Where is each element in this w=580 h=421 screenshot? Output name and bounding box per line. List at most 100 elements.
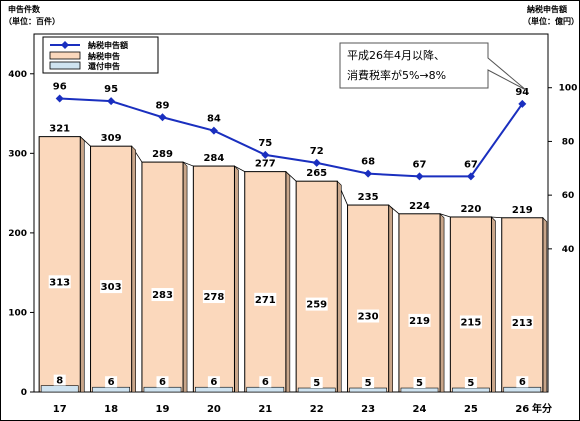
bar-connector-line — [234, 165, 245, 172]
bar-inner-label: 271 — [255, 295, 276, 306]
line-value-label: 67 — [413, 159, 427, 170]
line-point — [415, 172, 424, 181]
bar-kanpu-label: 6 — [108, 377, 115, 388]
x-tick-label: 19 — [156, 404, 170, 415]
line-value-label: 96 — [53, 81, 67, 92]
bar-nozei — [295, 180, 338, 393]
x-unit-label: 年分 — [532, 402, 552, 415]
legend-label-kanpu: 還付申告 — [88, 61, 120, 71]
bar-side-shadow — [542, 217, 548, 393]
x-tick-label: 22 — [310, 404, 324, 415]
bar-nozei — [501, 217, 544, 393]
legend-swatch-kanpu — [49, 61, 81, 70]
inner-label-bg — [511, 315, 534, 329]
bar-inner-label: 259 — [306, 300, 327, 311]
inner-label-bg — [459, 315, 482, 329]
annotation-line-1: 平成26年4月以降、 — [347, 48, 445, 62]
right-tick-label: 40 — [562, 245, 575, 255]
bar-nozei — [449, 216, 492, 393]
left-tick-label: 200 — [8, 229, 27, 239]
annotation-line-2: 消費税率が5%→8% — [347, 68, 446, 82]
line-point — [518, 99, 527, 108]
line-point — [261, 150, 270, 159]
bar-nozei — [38, 136, 81, 393]
bar-kanpu-label: 5 — [365, 378, 372, 389]
legend-label-nozei: 納税申告 — [88, 51, 120, 61]
kanpu-label-bg — [105, 376, 118, 388]
bar-total-label: 235 — [358, 192, 379, 203]
x-tick-label: 18 — [104, 404, 118, 415]
x-tick-label: 21 — [258, 404, 272, 415]
line-point — [364, 169, 373, 178]
bar-inner-label: 278 — [203, 292, 224, 303]
right-tick-label: 60 — [562, 191, 575, 201]
bar-kanpu-label: 6 — [210, 377, 217, 388]
bar-side-shadow — [285, 170, 291, 393]
line-value-label: 67 — [464, 159, 478, 170]
inner-label-bg — [48, 275, 71, 289]
bar-nozei — [192, 165, 235, 393]
line-series: 96 95 89 84 75 72 68 67 67 94 — [53, 81, 529, 181]
bar-side-shadow — [336, 180, 342, 393]
kanpu-label-bg — [259, 376, 272, 388]
line-value-label: 84 — [207, 114, 221, 125]
x-tick-label: 17 — [53, 404, 67, 415]
bar-nozei — [398, 213, 441, 393]
kanpu-label-bg — [516, 376, 529, 388]
bar-inner-label: 215 — [460, 317, 481, 328]
bars: 321 313 8 309 303 6 289 283 6 284 278 6 277 271 6 265 25… — [38, 124, 548, 393]
left-tick-label: 0 — [21, 388, 27, 398]
bar-side-shadow — [131, 145, 136, 393]
legend: 納税申告額 納税申告 還付申告 — [42, 36, 159, 74]
kanpu-label-bg — [207, 376, 220, 388]
kanpu-label-bg — [464, 377, 477, 389]
inner-label-bg — [202, 290, 225, 304]
line-value-label: 75 — [258, 138, 272, 149]
bar-total-label: 220 — [460, 204, 481, 215]
bar-side-shadow — [79, 135, 85, 393]
bar-kanpu-label: 6 — [262, 377, 269, 388]
bar-kanpu-label: 5 — [467, 378, 474, 389]
kanpu-label-bg — [310, 377, 323, 389]
bar-total-label: 265 — [306, 168, 327, 179]
right-axis-ticks: 40 60 80 100 — [548, 84, 577, 255]
bar-side-shadow — [439, 213, 445, 393]
bar-total-label: 224 — [409, 201, 430, 212]
kanpu-label-bg — [156, 376, 169, 388]
callout-box — [339, 42, 527, 91]
bar-kanpu-label: 6 — [519, 377, 526, 388]
bar-inner-label: 283 — [152, 290, 173, 301]
line-path — [59, 97, 524, 178]
kanpu-label-bg — [362, 377, 375, 389]
bar-total-label: 219 — [512, 205, 533, 216]
bar-nozei — [244, 171, 287, 393]
line-point — [55, 94, 64, 103]
right-tick-label: 80 — [562, 137, 575, 147]
bar-total-label: 309 — [101, 133, 122, 144]
right-axis-unit: （単位：億円） — [523, 16, 579, 26]
left-tick-label: 400 — [8, 70, 27, 80]
right-tick-label: 100 — [559, 84, 578, 94]
left-tick-label: 300 — [8, 149, 27, 159]
bar-inner-label: 230 — [358, 312, 379, 323]
bar-kanpu-label: 8 — [56, 376, 63, 387]
bar-connector-line — [182, 161, 194, 167]
x-axis-ticks: 17 18 19 20 21 22 23 24 25 26 — [53, 404, 530, 415]
right-axis-title: 納税申告額 — [527, 4, 567, 14]
bar-side-shadow — [182, 161, 188, 393]
line-value-label: 95 — [104, 84, 118, 95]
bar-inner-label: 213 — [512, 318, 533, 329]
bar-inner-label: 219 — [409, 316, 430, 327]
line-value-label: 94 — [515, 87, 529, 98]
bar-connector-line — [439, 213, 451, 218]
bar-total-label: 321 — [49, 124, 70, 135]
line-point — [466, 172, 475, 181]
bar-nozei — [141, 161, 184, 393]
bar-kanpu-label: 5 — [416, 378, 423, 389]
inner-label-bg — [357, 309, 380, 323]
line-value-label: 68 — [361, 157, 375, 168]
annotation-callout: 平成26年4月以降、 消費税率が5%→8% — [339, 42, 527, 91]
line-point — [209, 126, 218, 135]
x-tick-label: 23 — [361, 404, 375, 415]
kanpu-label-bg — [53, 374, 66, 386]
